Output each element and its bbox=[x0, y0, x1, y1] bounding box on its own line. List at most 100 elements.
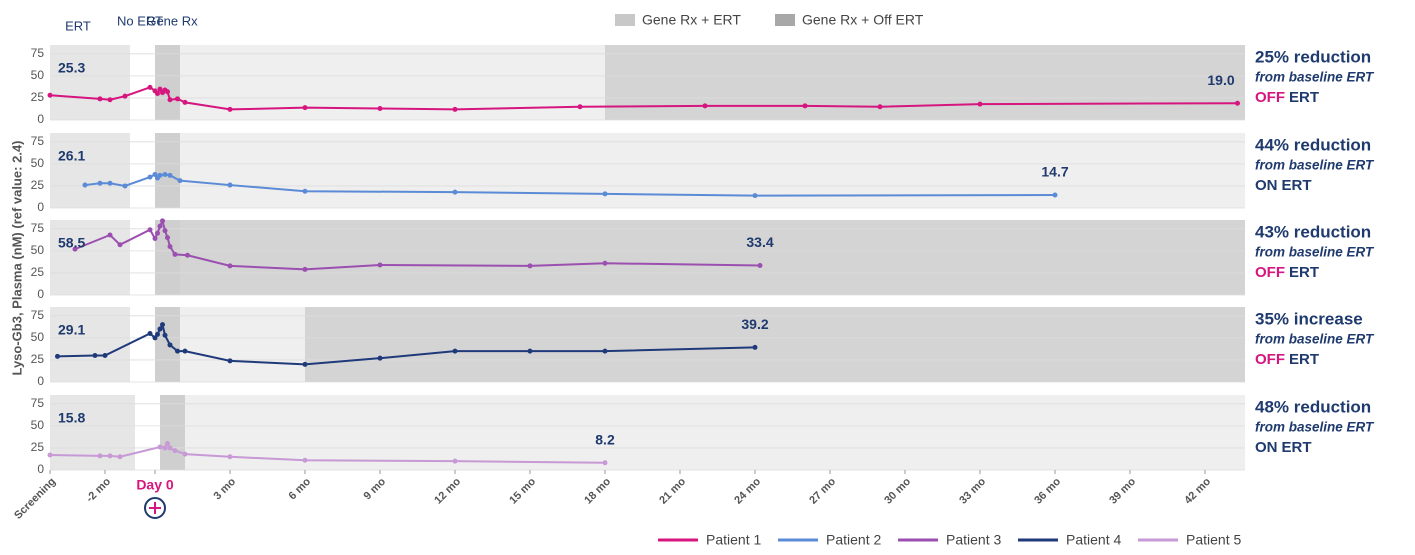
status-flag: ON bbox=[1255, 439, 1278, 456]
point bbox=[157, 326, 163, 332]
subline: from baseline ERT bbox=[1255, 70, 1375, 85]
point bbox=[302, 361, 308, 367]
headline: 43% reduction bbox=[1255, 222, 1371, 241]
baseline-label: 29.1 bbox=[58, 322, 85, 338]
subline: from baseline ERT bbox=[1255, 245, 1375, 260]
point bbox=[165, 235, 170, 241]
day0-icon bbox=[144, 497, 166, 519]
subline: from baseline ERT bbox=[1255, 332, 1375, 347]
point bbox=[175, 348, 180, 354]
point bbox=[157, 444, 163, 450]
subline: from baseline ERT bbox=[1255, 420, 1375, 435]
y-tick-label: 50 bbox=[31, 418, 45, 432]
baseline-label: 25.3 bbox=[58, 60, 85, 76]
point bbox=[172, 448, 178, 454]
point bbox=[302, 188, 308, 194]
point bbox=[452, 458, 458, 464]
x-tick-label: 27 mo bbox=[807, 475, 838, 506]
phase-band bbox=[50, 220, 130, 295]
point bbox=[165, 441, 170, 447]
status-flag: OFF bbox=[1255, 89, 1285, 106]
phase-band bbox=[155, 307, 180, 382]
y-tick-label: 75 bbox=[31, 396, 45, 410]
x-tick-label: 9 mo bbox=[362, 476, 389, 503]
headline: 25% reduction bbox=[1255, 47, 1371, 66]
point bbox=[602, 260, 608, 266]
status: ON ERT bbox=[1255, 439, 1312, 456]
latest-label: 8.2 bbox=[595, 431, 615, 447]
y-tick-label: 0 bbox=[37, 462, 44, 476]
y-tick-label: 25 bbox=[31, 90, 45, 104]
point bbox=[227, 182, 233, 188]
point bbox=[162, 228, 168, 234]
phase-band bbox=[605, 45, 1245, 120]
point bbox=[1052, 192, 1058, 198]
x-tick-label: 12 mo bbox=[432, 475, 463, 506]
point bbox=[1235, 100, 1240, 106]
point bbox=[162, 332, 168, 338]
phase-band bbox=[180, 220, 1245, 295]
point bbox=[167, 243, 173, 249]
phase-band bbox=[50, 395, 135, 470]
point bbox=[377, 262, 383, 268]
y-tick-label: 0 bbox=[37, 374, 44, 388]
point bbox=[157, 172, 163, 178]
point bbox=[182, 451, 188, 457]
x-tick-label: -2 mo bbox=[84, 475, 113, 504]
status: ON ERT bbox=[1255, 177, 1312, 194]
point bbox=[152, 236, 158, 242]
status-rest: ERT bbox=[1289, 351, 1319, 368]
headline: 35% increase bbox=[1255, 309, 1363, 328]
legend-swatch bbox=[775, 14, 795, 26]
point bbox=[227, 263, 233, 269]
point bbox=[577, 104, 583, 110]
x-tick-label: 30 mo bbox=[882, 475, 913, 506]
point bbox=[302, 266, 308, 272]
point bbox=[107, 97, 113, 103]
point bbox=[92, 353, 98, 359]
point bbox=[182, 348, 188, 354]
no-ert-gap bbox=[130, 133, 155, 208]
point bbox=[165, 89, 170, 95]
status-flag: ON bbox=[1255, 177, 1278, 194]
x-tick-label: 39 mo bbox=[1107, 475, 1138, 506]
point bbox=[227, 358, 233, 364]
x-tick-label: Day 0 bbox=[136, 477, 174, 493]
x-tick-label: 21 mo bbox=[657, 475, 688, 506]
point bbox=[162, 171, 168, 177]
point bbox=[527, 348, 533, 354]
legend-label: Patient 2 bbox=[826, 532, 881, 548]
y-tick-label: 50 bbox=[31, 156, 45, 170]
point bbox=[802, 103, 808, 109]
x-tick-label: 42 mo bbox=[1182, 475, 1213, 506]
legend-swatch bbox=[615, 14, 635, 26]
point bbox=[302, 457, 308, 463]
point bbox=[167, 172, 173, 178]
day0-icon-plus bbox=[149, 502, 161, 514]
x-tick-label: 33 mo bbox=[957, 475, 988, 506]
point bbox=[602, 348, 608, 354]
x-tick-label: 24 mo bbox=[732, 475, 763, 506]
point bbox=[452, 106, 458, 112]
y-tick-label: 75 bbox=[31, 308, 45, 322]
y-tick-label: 50 bbox=[31, 243, 45, 257]
point bbox=[155, 91, 160, 97]
status-rest: ERT bbox=[1282, 439, 1312, 456]
phase-band bbox=[50, 45, 130, 120]
point bbox=[72, 246, 78, 252]
point bbox=[757, 263, 763, 269]
point bbox=[185, 252, 190, 258]
point bbox=[122, 183, 128, 189]
headline: 44% reduction bbox=[1255, 135, 1371, 154]
point bbox=[117, 242, 123, 248]
point bbox=[107, 232, 113, 238]
legend-label: Patient 3 bbox=[946, 532, 1001, 548]
point bbox=[167, 445, 173, 451]
y-tick-label: 25 bbox=[31, 440, 45, 454]
phase-band bbox=[155, 45, 180, 120]
y-tick-label: 75 bbox=[31, 46, 45, 60]
point bbox=[55, 353, 60, 359]
point bbox=[527, 263, 533, 269]
point bbox=[452, 348, 458, 354]
point bbox=[102, 353, 108, 359]
